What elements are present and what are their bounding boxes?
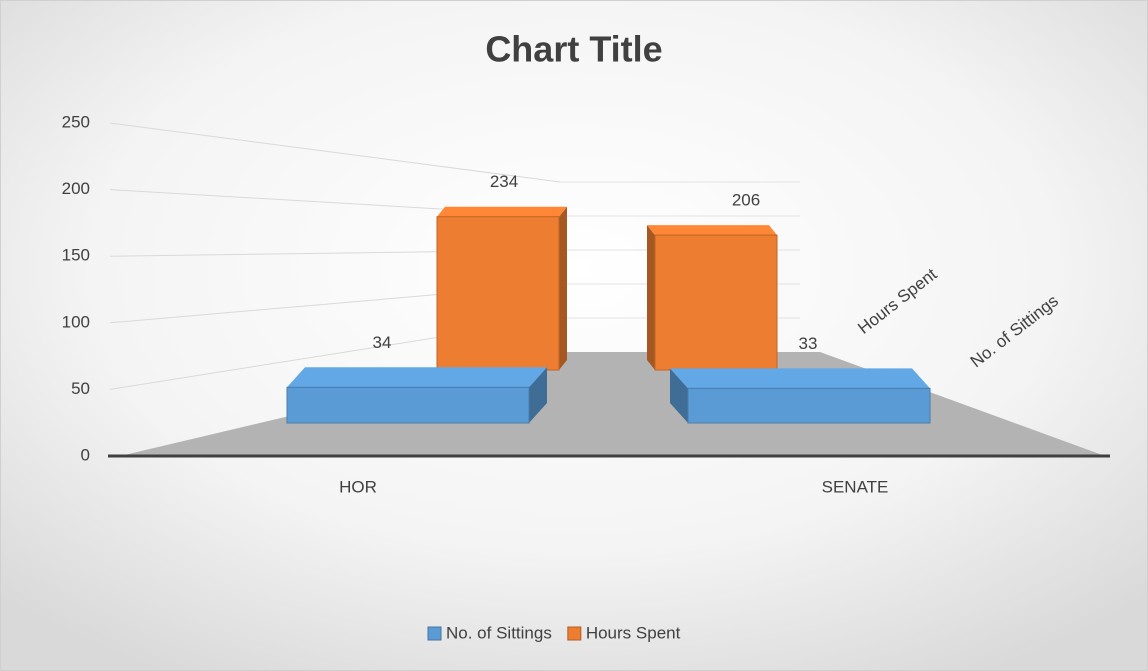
value-label: 234 — [490, 172, 518, 191]
value-label: 34 — [373, 333, 392, 352]
x-tick-label: HOR — [339, 477, 377, 496]
bar — [286, 386, 530, 424]
x-tick-label: SENATE — [822, 477, 889, 496]
y-tick-label: 250 — [62, 112, 90, 131]
bar-side — [670, 368, 688, 423]
bar-side — [529, 367, 547, 423]
y-tick-label: 100 — [62, 312, 90, 331]
value-label: 206 — [732, 191, 760, 210]
bar — [687, 387, 931, 424]
legend-swatch — [567, 626, 582, 641]
y-tick-label: 0 — [81, 445, 90, 464]
bar-top — [670, 368, 930, 389]
bar-side — [559, 206, 567, 370]
bar-top — [437, 206, 567, 217]
value-label: 33 — [799, 334, 818, 353]
legend-label: No. of Sittings — [446, 623, 552, 642]
y-tick-label: 50 — [71, 379, 90, 398]
legend-label: Hours Spent — [586, 623, 681, 642]
bar — [436, 216, 560, 371]
bar-side — [647, 225, 655, 370]
bar-top — [287, 367, 547, 388]
bar-top — [647, 225, 777, 236]
grid-line — [109, 122, 561, 183]
y-tick-label: 200 — [62, 179, 90, 198]
chart-title: Chart Title — [485, 29, 662, 70]
y-tick-label: 150 — [62, 246, 90, 265]
plot: 234 206 34 33 — [286, 172, 931, 424]
bar — [654, 234, 778, 371]
legend-swatch — [427, 626, 442, 641]
